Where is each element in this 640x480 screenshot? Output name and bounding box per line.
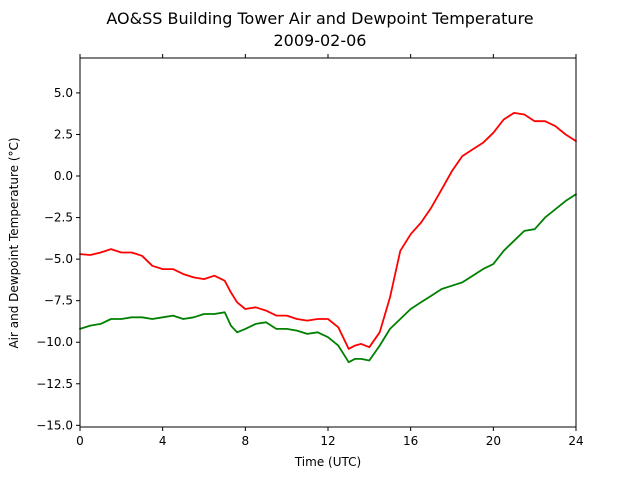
y-tick-label: −12.5 xyxy=(36,377,73,391)
plot-series xyxy=(79,112,577,364)
x-axis: 0 4 8 12 16 20 24 xyxy=(76,54,584,448)
y-tick-label: −2.5 xyxy=(44,211,73,225)
x-tick-label: 8 xyxy=(242,434,250,448)
x-tick-label: 12 xyxy=(320,434,335,448)
y-tick-label: −7.5 xyxy=(44,294,73,308)
y-tick-label: 2.5 xyxy=(54,127,73,141)
y-tick-label: −10.0 xyxy=(36,335,73,349)
chart-title: AO&SS Building Tower Air and Dewpoint Te… xyxy=(106,9,533,28)
x-tick-label: 24 xyxy=(568,434,583,448)
x-tick-label: 20 xyxy=(486,434,501,448)
y-tick-label: 0.0 xyxy=(54,169,73,183)
x-tick-label: 16 xyxy=(403,434,418,448)
y-axis-label: Air and Dewpoint Temperature (°C) xyxy=(7,137,21,348)
series-line-2 xyxy=(79,193,577,364)
y-axis: 5.0 2.5 0.0 −2.5 −5.0 −7.5 −10.0 −12.5 −15.0 xyxy=(36,86,80,432)
plot-area-frame xyxy=(79,57,577,428)
series-line-1 xyxy=(79,112,577,350)
y-tick-label: −5.0 xyxy=(44,252,73,266)
x-tick-label: 0 xyxy=(76,434,84,448)
chart-subtitle: 2009-02-06 xyxy=(274,31,367,50)
y-tick-label: 5.0 xyxy=(54,86,73,100)
y-tick-label: −15.0 xyxy=(36,418,73,432)
x-tick-label: 4 xyxy=(159,434,167,448)
x-axis-label: Time (UTC) xyxy=(294,455,361,469)
